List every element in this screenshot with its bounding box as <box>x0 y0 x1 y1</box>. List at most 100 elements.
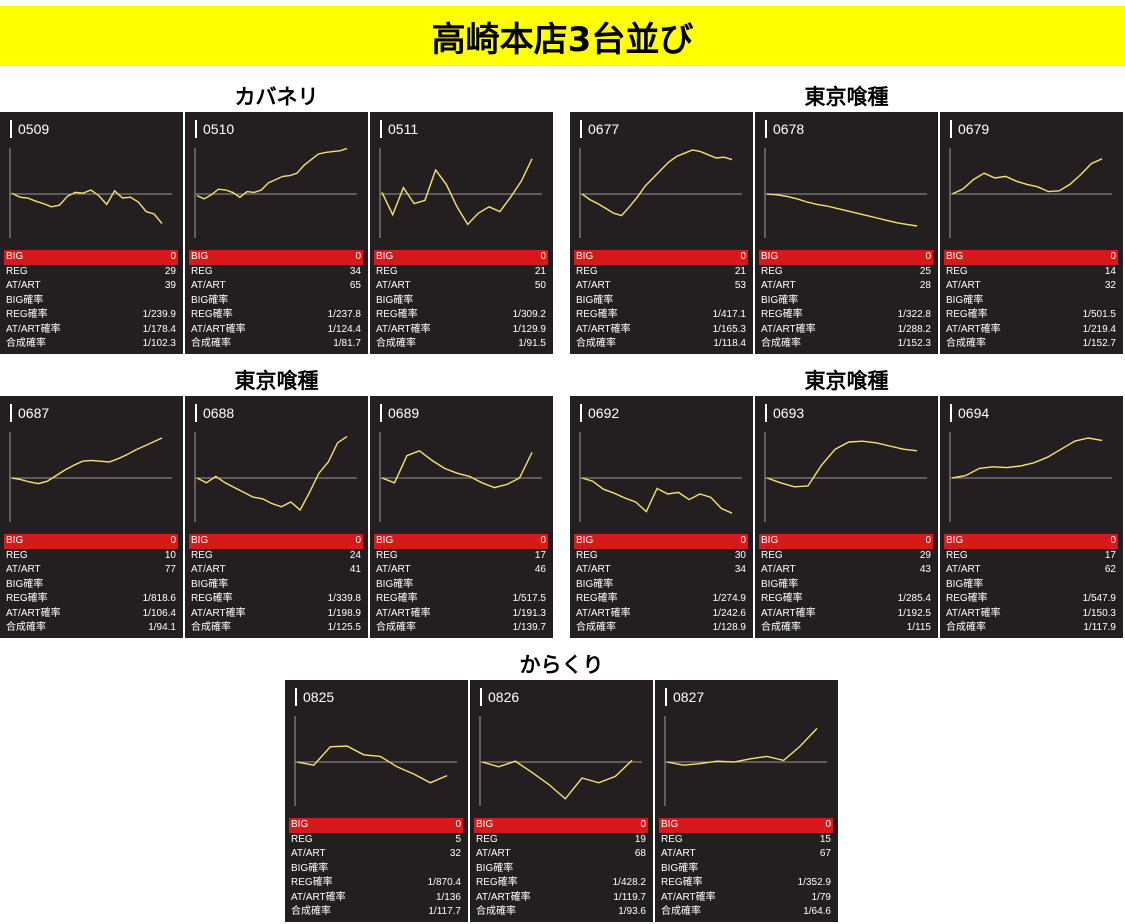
stat-label: AT/ART <box>946 564 981 575</box>
slump-graph <box>579 432 742 522</box>
stat-label: BIG確率 <box>376 578 414 590</box>
stat-label: 合成確率 <box>191 622 231 633</box>
machine-number: 0679 <box>950 120 989 138</box>
stat-label: REG <box>661 833 683 845</box>
graph-line <box>481 759 633 800</box>
stat-value: 21 <box>734 265 746 277</box>
machine-group: カバネリ 0509 BIG 0 REG 29 AT/ART 39 BIG確率 REG確率 1/239… <box>0 82 553 354</box>
stat-row-reg-prob: REG確率 1/309.2 <box>374 308 548 323</box>
stat-row-big-prob: BIG確率 <box>4 294 178 309</box>
stat-label: AT/ART <box>6 280 41 291</box>
stat-value: 1/309.2 <box>512 309 546 320</box>
slump-graph <box>379 432 542 522</box>
stat-value: 30 <box>734 549 746 561</box>
stat-label: AT/ART <box>761 564 796 575</box>
stat-row-big-prob: BIG確率 <box>659 862 833 877</box>
stats-table: BIG 0 REG 19 AT/ART 68 BIG確率 REG確率 1/428.2 AT/ART… <box>474 818 648 920</box>
stat-value: 65 <box>349 280 361 291</box>
stat-row-combined-prob: 合成確率 1/91.5 <box>374 337 548 352</box>
stat-label: AT/ART確率 <box>946 323 1001 335</box>
stat-row-at-art-prob: AT/ART確率 1/136 <box>289 891 463 906</box>
stat-label: AT/ART確率 <box>6 323 61 335</box>
machine-group: 東京喰種 0687 BIG 0 REG 10 AT/ART 77 BIG確率 REG確率 1/818… <box>0 366 553 638</box>
machine-number: 0693 <box>765 404 804 422</box>
stat-value: 1/106.4 <box>142 607 176 619</box>
stat-row-combined-prob: 合成確率 1/117.9 <box>944 621 1118 636</box>
stat-label: BIG確率 <box>6 294 44 306</box>
stat-label: BIG <box>761 535 779 546</box>
stat-row-combined-prob: 合成確率 1/115 <box>759 621 933 636</box>
stat-label: AT/ART確率 <box>376 323 431 335</box>
graph-line <box>196 147 348 200</box>
stat-row-big-prob: BIG確率 <box>474 862 648 877</box>
panel-row: 0687 BIG 0 REG 10 AT/ART 77 BIG確率 REG確率 1/818.6 AT… <box>0 396 553 638</box>
stat-value: 0 <box>925 251 931 262</box>
stat-label: 合成確率 <box>191 338 231 349</box>
stat-value: 1/150.3 <box>1082 607 1116 619</box>
stat-value: 43 <box>919 564 931 575</box>
machine-panel: 0693 BIG 0 REG 29 AT/ART 43 BIG確率 REG確率 1/285.4 AT… <box>755 396 938 638</box>
stat-row-big-prob: BIG確率 <box>574 294 748 309</box>
stat-row-reg: REG 17 <box>944 549 1118 564</box>
machine-number: 0826 <box>480 688 519 706</box>
stat-label: REG確率 <box>576 309 618 320</box>
stat-label: REG確率 <box>761 309 803 320</box>
stat-value: 1/352.9 <box>797 877 831 888</box>
stat-row-at-art-prob: AT/ART確率 1/106.4 <box>4 607 178 622</box>
stat-value: 28 <box>919 280 931 291</box>
stat-row-reg-prob: REG確率 1/870.4 <box>289 876 463 891</box>
stat-value: 19 <box>634 833 646 845</box>
stat-label: BIG <box>476 819 494 830</box>
stat-value: 0 <box>640 819 646 830</box>
stat-row-big: BIG 0 <box>474 818 648 833</box>
machine-panel: 0679 BIG 0 REG 14 AT/ART 32 BIG確率 REG確率 1/501.5 AT… <box>940 112 1123 354</box>
group-title: 東京喰種 <box>804 369 889 393</box>
stat-label: BIG確率 <box>191 578 229 590</box>
stat-row-big-prob: BIG確率 <box>944 294 1118 309</box>
stat-label: REG <box>191 549 213 561</box>
stat-row-reg: REG 29 <box>4 265 178 280</box>
stat-value: 1/124.4 <box>327 323 361 335</box>
stat-value: 34 <box>349 265 361 277</box>
stat-label: REG確率 <box>376 593 418 604</box>
stat-row-big: BIG 0 <box>4 534 178 549</box>
machine-panel: 0827 BIG 0 REG 15 AT/ART 67 BIG確率 REG確率 1/352.9 AT… <box>655 680 838 922</box>
stat-label: BIG <box>946 535 964 546</box>
stat-label: BIG <box>661 819 679 830</box>
stat-value: 21 <box>534 265 546 277</box>
stat-value: 1/117.9 <box>1083 622 1116 633</box>
stat-row-at-art-prob: AT/ART確率 1/191.3 <box>374 607 548 622</box>
stat-value: 0 <box>455 819 461 830</box>
stat-row-big: BIG 0 <box>759 250 933 265</box>
panel-row: 0509 BIG 0 REG 29 AT/ART 39 BIG確率 REG確率 1/239.9 AT… <box>0 112 553 354</box>
stat-row-reg: REG 30 <box>574 549 748 564</box>
stat-label: REG <box>376 549 398 561</box>
stat-label: REG確率 <box>576 593 618 604</box>
stat-row-big: BIG 0 <box>759 534 933 549</box>
stat-value: 1/102.3 <box>142 338 176 349</box>
stat-label: AT/ART確率 <box>6 607 61 619</box>
stat-value: 1/192.5 <box>897 607 931 619</box>
stat-row-at-art: AT/ART 77 <box>4 563 178 578</box>
graph-line <box>766 440 918 488</box>
stat-value: 68 <box>634 848 646 859</box>
graph-line <box>666 727 818 766</box>
stat-row-reg: REG 25 <box>759 265 933 280</box>
stat-label: 合成確率 <box>946 622 986 633</box>
group-title: からくり <box>519 653 604 677</box>
stat-value: 1/91.5 <box>518 338 546 349</box>
slump-graph <box>9 148 172 238</box>
graph-line <box>951 158 1103 195</box>
stat-row-big-prob: BIG確率 <box>4 578 178 593</box>
stat-label: BIG確率 <box>576 578 614 590</box>
stat-row-at-art-prob: AT/ART確率 1/79 <box>659 891 833 906</box>
stats-table: BIG 0 REG 29 AT/ART 39 BIG確率 REG確率 1/239.9 AT/ART… <box>4 250 178 352</box>
stat-label: AT/ART確率 <box>191 323 246 335</box>
stat-row-reg: REG 15 <box>659 833 833 848</box>
stat-row-big-prob: BIG確率 <box>574 578 748 593</box>
stat-value: 1/428.2 <box>612 877 646 888</box>
graph-line <box>581 149 733 217</box>
stat-value: 1/119.7 <box>613 891 646 903</box>
machine-number: 0511 <box>380 120 418 138</box>
slump-graph <box>949 432 1112 522</box>
